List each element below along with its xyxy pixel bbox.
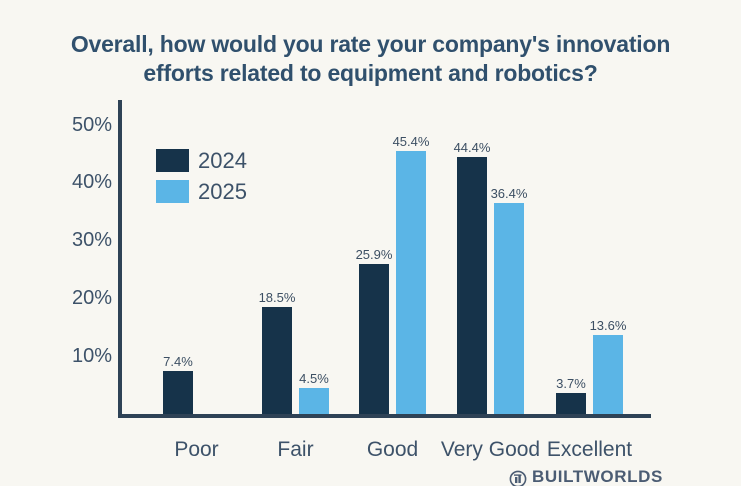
watermark: BUILTWORLDS bbox=[509, 468, 663, 486]
bar-2024-very-good bbox=[457, 157, 487, 414]
chart-title-line2: efforts related to equipment and robotic… bbox=[143, 60, 598, 86]
legend-item-2024: 2024 bbox=[156, 149, 247, 172]
y-tick-50: 50% bbox=[71, 113, 112, 136]
x-axis-line bbox=[118, 414, 651, 418]
bar-value-2025-fair: 4.5% bbox=[299, 371, 329, 386]
bar-2024-excellent bbox=[556, 393, 586, 414]
y-tick-40: 40% bbox=[71, 171, 112, 194]
legend-label-2025: 2025 bbox=[198, 179, 247, 204]
bar-value-2024-excellent: 3.7% bbox=[556, 376, 586, 391]
bar-value-2025-excellent: 13.6% bbox=[589, 318, 627, 333]
category-label-fair: Fair bbox=[277, 438, 314, 461]
category-label-very-good: Very Good bbox=[440, 438, 541, 461]
bar-value-2024-good: 25.9% bbox=[355, 247, 393, 262]
legend-swatch-2024 bbox=[156, 149, 189, 172]
legend-item-2025: 2025 bbox=[156, 180, 247, 203]
watermark-text: BUILTWORLDS bbox=[532, 467, 663, 486]
bar-2025-excellent bbox=[593, 335, 623, 414]
bar-value-2025-good: 45.4% bbox=[392, 134, 430, 149]
y-tick-20: 20% bbox=[71, 287, 112, 310]
bar-2025-fair bbox=[299, 388, 329, 414]
legend-swatch-2025 bbox=[156, 180, 189, 203]
bar-2024-fair bbox=[262, 307, 292, 414]
legend: 2024 2025 bbox=[156, 149, 247, 203]
bar-2024-good bbox=[359, 264, 389, 414]
chart-title-line1: Overall, how would you rate your company… bbox=[70, 31, 671, 57]
y-tick-30: 30% bbox=[71, 229, 112, 252]
chart-title: Overall, how would you rate your company… bbox=[0, 30, 741, 88]
y-tick-10: 10% bbox=[71, 345, 112, 368]
builtworlds-logo-icon bbox=[509, 470, 527, 486]
y-axis-line bbox=[118, 100, 122, 418]
category-label-excellent: Excellent bbox=[546, 438, 633, 461]
bar-2024-poor bbox=[163, 371, 193, 414]
bar-value-2025-very-good: 36.4% bbox=[490, 186, 528, 201]
bar-value-2024-poor: 7.4% bbox=[163, 354, 193, 369]
bar-2025-very-good bbox=[494, 203, 524, 414]
category-label-poor: Poor bbox=[174, 438, 219, 461]
category-label-good: Good bbox=[366, 438, 419, 461]
bar-value-2024-very-good: 44.4% bbox=[453, 140, 491, 155]
bar-value-2024-fair: 18.5% bbox=[258, 290, 296, 305]
legend-label-2024: 2024 bbox=[198, 148, 247, 173]
bar-2025-good bbox=[396, 151, 426, 414]
